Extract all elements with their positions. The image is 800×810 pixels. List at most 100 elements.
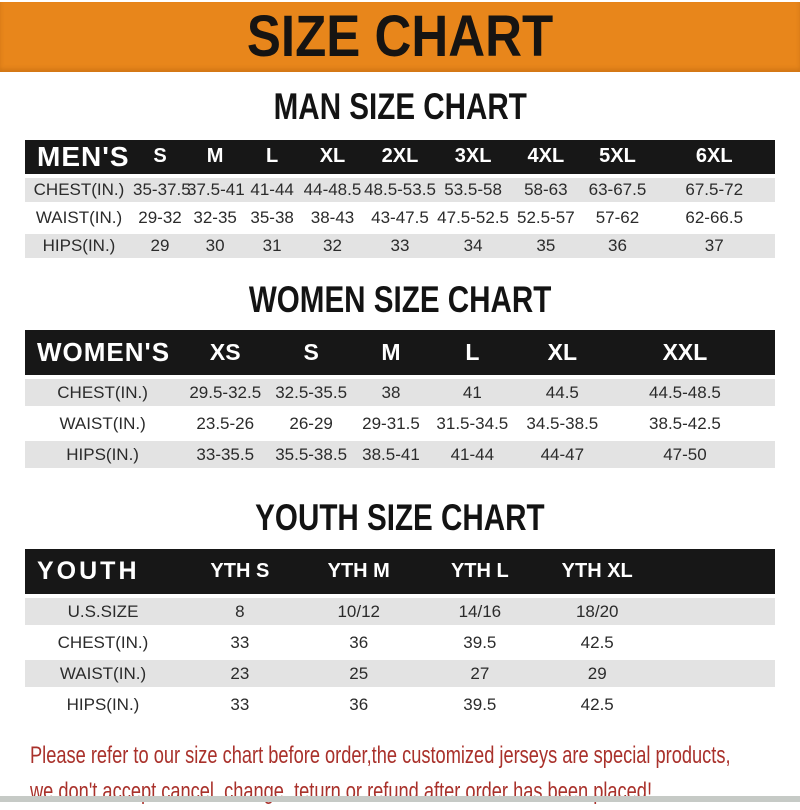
spacer-cell xyxy=(760,379,775,406)
size-value-cell: 36 xyxy=(349,694,369,714)
table-row: WAIST(IN.) 23.5-26 26-29 29-31.5 31.5-34.5 34… xyxy=(25,410,775,438)
table-corner-label: YOUTH xyxy=(37,557,140,586)
column-header: M xyxy=(381,339,401,366)
size-value-cell: 44-47 xyxy=(540,444,585,464)
row-label: WAIST(IN.) xyxy=(59,413,146,433)
row-label: WAIST(IN.) xyxy=(35,207,123,227)
size-value-cell: 62-66.5 xyxy=(685,207,744,227)
table-row: WAIST(IN.) 23 25 27 29 xyxy=(25,660,775,688)
column-header: YTH L xyxy=(450,560,509,583)
youth-section-heading-text: YOUTH SIZE CHART xyxy=(255,497,545,539)
size-value-cell: 29.5-32.5 xyxy=(189,382,262,402)
table-row: HIPS(IN.) 29 30 31 32 33 34 35 36 37 xyxy=(25,233,775,258)
size-value-cell: 33 xyxy=(230,632,250,652)
size-value-cell: 53.5-58 xyxy=(444,179,502,199)
row-label: U.S.SIZE xyxy=(67,601,139,621)
column-header: M xyxy=(206,145,224,168)
size-value-cell: 38.5-42.5 xyxy=(649,413,721,433)
size-value-cell: 38.5-41 xyxy=(362,444,420,464)
size-value-cell: 44-48.5 xyxy=(303,179,362,199)
size-value-cell: 57-62 xyxy=(595,207,640,227)
size-value-cell: 8 xyxy=(235,601,245,621)
size-value-cell: 32.5-35.5 xyxy=(275,382,348,402)
table-corner-label: WOMEN'S xyxy=(37,337,171,368)
size-value-cell: 44.5 xyxy=(545,382,579,402)
size-value-cell: 38-43 xyxy=(310,207,355,227)
column-header: YTH S xyxy=(210,560,270,583)
table-row: CHEST(IN.) 33 36 39.5 42.5 xyxy=(25,629,775,657)
size-value-cell: 52.5-57 xyxy=(517,207,575,227)
column-header: S xyxy=(153,145,167,168)
size-value-cell: 35 xyxy=(536,235,556,255)
column-header: 4XL xyxy=(527,145,565,168)
column-header: S xyxy=(303,339,319,366)
size-value-cell: 42.5 xyxy=(580,694,614,714)
table-row: U.S.SIZE 8 10/12 14/16 18/20 xyxy=(25,598,775,626)
spacer-cell xyxy=(760,441,775,468)
table-row: HIPS(IN.) 33 36 39.5 42.5 xyxy=(25,691,775,719)
size-value-cell: 10/12 xyxy=(337,601,380,621)
size-value-cell: 23 xyxy=(230,663,250,683)
row-label: HIPS(IN.) xyxy=(66,694,140,714)
size-value-cell: 41 xyxy=(462,382,482,402)
spacer-cell xyxy=(760,330,775,375)
womens-size-table: WOMEN'S XS S M L XL XXL CHEST(IN.) 29.5-32.5 32… xyxy=(25,326,775,472)
row-label: CHEST(IN.) xyxy=(57,382,148,402)
size-value-cell: 29-32 xyxy=(138,207,182,227)
size-value-cell: 39.5 xyxy=(463,632,497,652)
size-value-cell: 43-47.5 xyxy=(371,207,429,227)
women-section-heading-text: WOMEN SIZE CHART xyxy=(248,278,552,320)
column-header: YTH XL xyxy=(561,560,633,583)
size-value-cell: 34.5-38.5 xyxy=(526,413,599,433)
size-value-cell: 35.5-38.5 xyxy=(275,444,348,464)
mens-size-table: MEN'S S M L XL 2XL 3XL 4XL 5XL 6XL CHEST(IN.) 35-… xyxy=(25,136,775,262)
size-value-cell: 67.5-72 xyxy=(685,179,744,199)
size-value-cell: 36 xyxy=(608,235,627,255)
column-header: YTH M xyxy=(327,560,390,583)
bottom-strip xyxy=(0,796,800,802)
size-value-cell: 14/16 xyxy=(458,601,502,621)
size-value-cell: 35-38 xyxy=(250,207,294,227)
size-value-cell: 32-35 xyxy=(193,207,237,227)
size-value-cell: 33 xyxy=(230,694,250,714)
table-row: WAIST(IN.) 29-32 32-35 35-38 38-43 43-47.5 47.… xyxy=(25,205,775,230)
column-header: L xyxy=(266,145,279,168)
size-value-cell: 47.5-52.5 xyxy=(437,207,510,227)
disclaimer-line-1: Please refer to our size chart before or… xyxy=(30,742,731,770)
column-header: XL xyxy=(319,145,346,168)
size-value-cell: 35-37.5 xyxy=(133,179,191,199)
man-section-heading: MAN SIZE CHART xyxy=(0,86,800,128)
size-value-cell: 44.5-48.5 xyxy=(649,382,721,402)
column-header: 5XL xyxy=(599,145,636,168)
table-row: CHEST(IN.) 35-37.5 37.5-41 41-44 44-48.5 48.5… xyxy=(25,177,775,202)
row-label: HIPS(IN.) xyxy=(42,235,116,255)
column-header: XS xyxy=(209,339,241,366)
size-value-cell: 38 xyxy=(381,382,401,402)
size-value-cell: 29-31.5 xyxy=(362,413,420,433)
table-header-row: WOMEN'S XS S M L XL XXL xyxy=(25,330,775,376)
size-value-cell: 34 xyxy=(463,235,483,255)
size-value-cell: 32 xyxy=(323,235,342,255)
column-header: XL xyxy=(547,339,578,366)
size-value-cell: 58-63 xyxy=(524,179,568,199)
size-value-cell: 29 xyxy=(587,663,607,683)
row-label: CHEST(IN.) xyxy=(33,179,125,199)
size-value-cell: 39.5 xyxy=(463,694,497,714)
table-row: CHEST(IN.) 29.5-32.5 32.5-35.5 38 41 44.5 44.5… xyxy=(25,379,775,407)
size-value-cell: 29 xyxy=(150,235,170,255)
column-header: 6XL xyxy=(695,145,733,168)
size-value-cell: 30 xyxy=(205,235,225,255)
spacer-cell xyxy=(653,660,775,687)
youth-section-heading: YOUTH SIZE CHART xyxy=(0,498,800,539)
size-value-cell: 33 xyxy=(390,235,410,255)
youth-size-table: YOUTH YTH S YTH M YTH L YTH XL U.S.SIZE 8 10/… xyxy=(25,545,775,722)
size-value-cell: 31.5-34.5 xyxy=(436,413,509,433)
disclaimer-line-2: we don't accept cancel, change, teturn o… xyxy=(30,778,653,806)
size-value-cell: 41-44 xyxy=(250,179,294,199)
size-chart-title: SIZE CHART xyxy=(246,4,554,69)
size-value-cell: 23.5-26 xyxy=(196,413,255,433)
size-value-cell: 48.5-53.5 xyxy=(364,179,436,199)
table-header-row: MEN'S S M L XL 2XL 3XL 4XL 5XL 6XL xyxy=(25,139,775,174)
column-header: 3XL xyxy=(454,145,492,168)
row-label: WAIST(IN.) xyxy=(59,663,147,683)
